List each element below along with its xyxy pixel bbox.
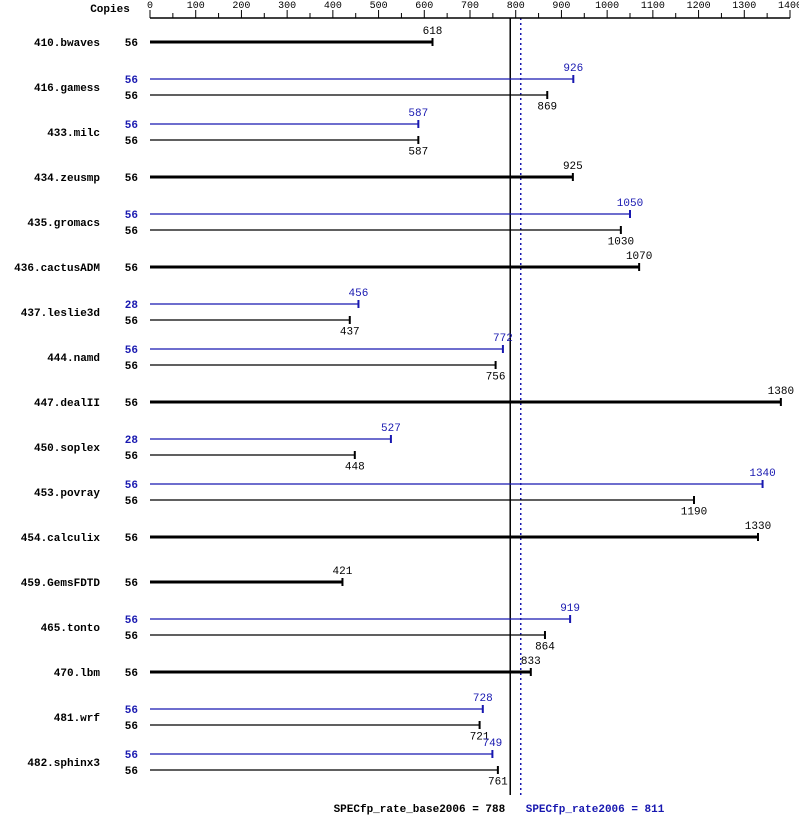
copies-peak: 56 bbox=[125, 480, 138, 492]
benchmark-name: 433.milc bbox=[47, 128, 100, 140]
value-label-peak: 728 bbox=[473, 693, 493, 705]
benchmark-name: 459.GemsFDTD bbox=[21, 578, 101, 590]
copies-peak: 56 bbox=[125, 210, 138, 222]
axis-tick-label: 1000 bbox=[595, 1, 619, 12]
axis-tick-label: 0 bbox=[147, 1, 153, 12]
axis-tick-label: 1400 bbox=[778, 1, 799, 12]
axis-tick-label: 600 bbox=[415, 1, 433, 12]
copies-peak: 56 bbox=[125, 705, 138, 717]
copies-base: 56 bbox=[125, 496, 138, 508]
copies-base: 56 bbox=[125, 173, 138, 185]
value-label-base: 761 bbox=[488, 777, 508, 789]
benchmark-name: 453.povray bbox=[34, 488, 100, 500]
value-label-base: 1070 bbox=[626, 251, 652, 263]
value-label-base: 1030 bbox=[608, 237, 634, 249]
value-label-peak: 919 bbox=[560, 603, 580, 615]
value-label-base: 448 bbox=[345, 462, 365, 474]
value-label-base: 1380 bbox=[768, 386, 794, 398]
axis-tick-label: 500 bbox=[370, 1, 388, 12]
axis-tick-label: 700 bbox=[461, 1, 479, 12]
value-label-peak: 527 bbox=[381, 423, 401, 435]
copies-peak: 56 bbox=[125, 75, 138, 87]
value-label-peak: 926 bbox=[563, 63, 583, 75]
value-label-peak: 1050 bbox=[617, 198, 643, 210]
value-label-base: 833 bbox=[521, 656, 541, 668]
benchmark-name: 436.cactusADM bbox=[14, 263, 100, 275]
value-label-peak: 1340 bbox=[749, 468, 775, 480]
copies-peak: 28 bbox=[125, 435, 139, 447]
copies-base: 56 bbox=[125, 91, 138, 103]
copies-base: 56 bbox=[125, 668, 138, 680]
copies-base: 56 bbox=[125, 38, 138, 50]
axis-tick-label: 900 bbox=[552, 1, 570, 12]
benchmark-name: 447.dealII bbox=[34, 398, 100, 410]
copies-base: 56 bbox=[125, 263, 138, 275]
copies-base: 56 bbox=[125, 316, 138, 328]
benchmark-name: 437.leslie3d bbox=[21, 308, 100, 320]
copies-base: 56 bbox=[125, 766, 138, 778]
benchmark-name: 465.tonto bbox=[41, 623, 101, 635]
value-label-base: 618 bbox=[423, 26, 443, 38]
axis-label: Copies bbox=[90, 4, 130, 16]
copies-base: 56 bbox=[125, 226, 138, 238]
copies-base: 56 bbox=[125, 631, 138, 643]
copies-peak: 28 bbox=[125, 300, 139, 312]
benchmark-name: 450.soplex bbox=[34, 443, 100, 455]
axis-tick-label: 800 bbox=[507, 1, 525, 12]
axis-tick-label: 400 bbox=[324, 1, 342, 12]
benchmark-name: 434.zeusmp bbox=[34, 173, 100, 185]
copies-base: 56 bbox=[125, 398, 138, 410]
value-label-peak: 587 bbox=[408, 108, 428, 120]
benchmark-name: 481.wrf bbox=[54, 713, 101, 725]
ref-label-peak: SPECfp_rate2006 = 811 bbox=[526, 804, 665, 816]
value-label-peak: 772 bbox=[493, 333, 513, 345]
benchmark-name: 416.gamess bbox=[34, 83, 100, 95]
copies-base: 56 bbox=[125, 721, 138, 733]
value-label-peak: 456 bbox=[349, 288, 369, 300]
axis-tick-label: 1100 bbox=[641, 1, 665, 12]
value-label-base: 756 bbox=[486, 372, 506, 384]
value-label-base: 925 bbox=[563, 161, 583, 173]
benchmark-name: 482.sphinx3 bbox=[27, 758, 100, 770]
copies-peak: 56 bbox=[125, 345, 138, 357]
ref-label-base: SPECfp_rate_base2006 = 788 bbox=[334, 804, 506, 816]
benchmark-name: 454.calculix bbox=[21, 533, 101, 545]
axis-tick-label: 100 bbox=[187, 1, 205, 12]
value-label-base: 1330 bbox=[745, 521, 771, 533]
axis-tick-label: 200 bbox=[232, 1, 250, 12]
axis-tick-label: 300 bbox=[278, 1, 296, 12]
value-label-base: 587 bbox=[408, 147, 428, 159]
copies-base: 56 bbox=[125, 361, 138, 373]
copies-base: 56 bbox=[125, 533, 138, 545]
value-label-base: 864 bbox=[535, 642, 555, 654]
value-label-base: 1190 bbox=[681, 507, 707, 519]
value-label-base: 437 bbox=[340, 327, 360, 339]
axis-tick-label: 1200 bbox=[687, 1, 711, 12]
copies-base: 56 bbox=[125, 136, 138, 148]
copies-base: 56 bbox=[125, 451, 138, 463]
value-label-base: 421 bbox=[333, 566, 353, 578]
value-label-base: 869 bbox=[537, 102, 557, 114]
value-label-peak: 749 bbox=[482, 738, 502, 750]
benchmark-name: 470.lbm bbox=[54, 668, 101, 680]
benchmark-name: 410.bwaves bbox=[34, 38, 100, 50]
copies-peak: 56 bbox=[125, 615, 138, 627]
copies-peak: 56 bbox=[125, 120, 138, 132]
benchmark-name: 444.namd bbox=[47, 353, 100, 365]
copies-peak: 56 bbox=[125, 750, 138, 762]
copies-base: 56 bbox=[125, 578, 138, 590]
axis-tick-label: 1300 bbox=[732, 1, 756, 12]
benchmark-name: 435.gromacs bbox=[27, 218, 100, 230]
spec-benchmark-chart: 0 100 200 300 400 500 600 700 800 900 1000 1100 1200… bbox=[0, 0, 799, 831]
